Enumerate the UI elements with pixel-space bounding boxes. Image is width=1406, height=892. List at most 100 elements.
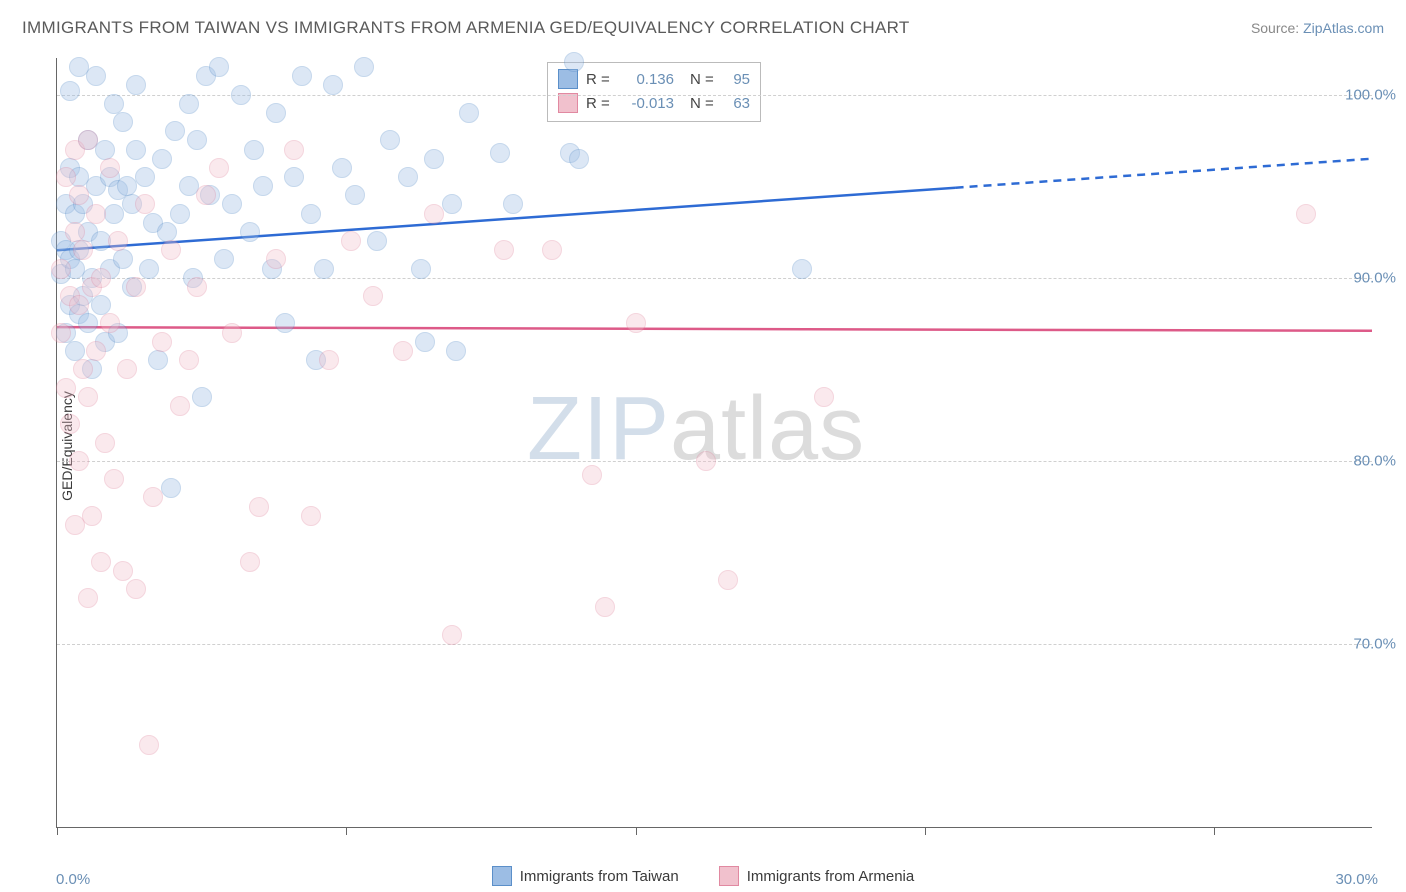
data-point: [319, 350, 339, 370]
data-point: [65, 222, 85, 242]
data-point: [113, 112, 133, 132]
data-point: [152, 149, 172, 169]
data-point: [91, 295, 111, 315]
plot-area: ZIPatlas R = 0.136 N = 95 R = -0.013 N =…: [56, 58, 1372, 828]
data-point: [69, 451, 89, 471]
data-point: [78, 387, 98, 407]
data-point: [582, 465, 602, 485]
data-point: [718, 570, 738, 590]
y-tick-label: 90.0%: [1353, 269, 1396, 286]
n-label-1: N =: [690, 71, 714, 88]
data-point: [73, 240, 93, 260]
source-attribution: Source: ZipAtlas.com: [1251, 20, 1384, 36]
trend-lines-svg: [57, 58, 1372, 827]
x-tick: [925, 827, 926, 835]
data-point: [65, 341, 85, 361]
data-point: [253, 176, 273, 196]
data-point: [192, 387, 212, 407]
source-label: Source:: [1251, 20, 1303, 36]
n-value-2: 63: [722, 95, 750, 112]
data-point: [95, 433, 115, 453]
chart-title: IMMIGRANTS FROM TAIWAN VS IMMIGRANTS FRO…: [22, 18, 910, 38]
data-point: [157, 222, 177, 242]
x-tick: [636, 827, 637, 835]
stats-row-series1: R = 0.136 N = 95: [558, 67, 750, 91]
x-tick: [57, 827, 58, 835]
swatch-series1-b: [492, 866, 512, 886]
n-label-2: N =: [690, 95, 714, 112]
data-point: [139, 259, 159, 279]
data-point: [126, 140, 146, 160]
data-point: [209, 57, 229, 77]
data-point: [275, 313, 295, 333]
data-point: [126, 579, 146, 599]
data-point: [332, 158, 352, 178]
data-point: [86, 341, 106, 361]
y-tick-label: 100.0%: [1345, 86, 1396, 103]
y-tick-label: 70.0%: [1353, 635, 1396, 652]
data-point: [542, 240, 562, 260]
data-point: [503, 194, 523, 214]
data-point: [56, 167, 76, 187]
data-point: [569, 149, 589, 169]
data-point: [135, 167, 155, 187]
data-point: [91, 552, 111, 572]
data-point: [284, 167, 304, 187]
data-point: [696, 451, 716, 471]
data-point: [78, 130, 98, 150]
data-point: [266, 249, 286, 269]
legend-label-series1: Immigrants from Taiwan: [520, 868, 679, 885]
data-point: [100, 158, 120, 178]
data-point: [179, 94, 199, 114]
data-point: [424, 204, 444, 224]
r-label-2: R =: [586, 95, 612, 112]
data-point: [113, 249, 133, 269]
data-point: [249, 497, 269, 517]
data-point: [161, 478, 181, 498]
data-point: [56, 378, 76, 398]
data-point: [814, 387, 834, 407]
data-point: [244, 140, 264, 160]
legend-item-series2: Immigrants from Armenia: [719, 866, 915, 886]
data-point: [1296, 204, 1316, 224]
data-point: [51, 259, 71, 279]
source-link[interactable]: ZipAtlas.com: [1303, 20, 1384, 36]
n-value-1: 95: [722, 71, 750, 88]
data-point: [78, 313, 98, 333]
data-point: [95, 140, 115, 160]
swatch-series2: [558, 93, 578, 113]
gridline-h: [57, 278, 1372, 279]
data-point: [398, 167, 418, 187]
data-point: [126, 277, 146, 297]
data-point: [367, 231, 387, 251]
data-point: [82, 506, 102, 526]
data-point: [284, 140, 304, 160]
r-value-2: -0.013: [620, 95, 674, 112]
data-point: [424, 149, 444, 169]
data-point: [69, 295, 89, 315]
stats-legend: R = 0.136 N = 95 R = -0.013 N = 63: [547, 62, 761, 122]
bottom-legend: Immigrants from Taiwan Immigrants from A…: [0, 866, 1406, 886]
data-point: [108, 231, 128, 251]
data-point: [152, 332, 172, 352]
data-point: [792, 259, 812, 279]
data-point: [415, 332, 435, 352]
data-point: [314, 259, 334, 279]
data-point: [187, 130, 207, 150]
data-point: [100, 313, 120, 333]
x-tick: [1214, 827, 1215, 835]
data-point: [51, 323, 71, 343]
data-point: [595, 597, 615, 617]
data-point: [231, 85, 251, 105]
swatch-series1: [558, 69, 578, 89]
data-point: [91, 268, 111, 288]
data-point: [126, 75, 146, 95]
gridline-h: [57, 95, 1372, 96]
data-point: [104, 94, 124, 114]
data-point: [104, 469, 124, 489]
x-tick: [346, 827, 347, 835]
data-point: [86, 66, 106, 86]
data-point: [148, 350, 168, 370]
data-point: [78, 588, 98, 608]
data-point: [187, 277, 207, 297]
